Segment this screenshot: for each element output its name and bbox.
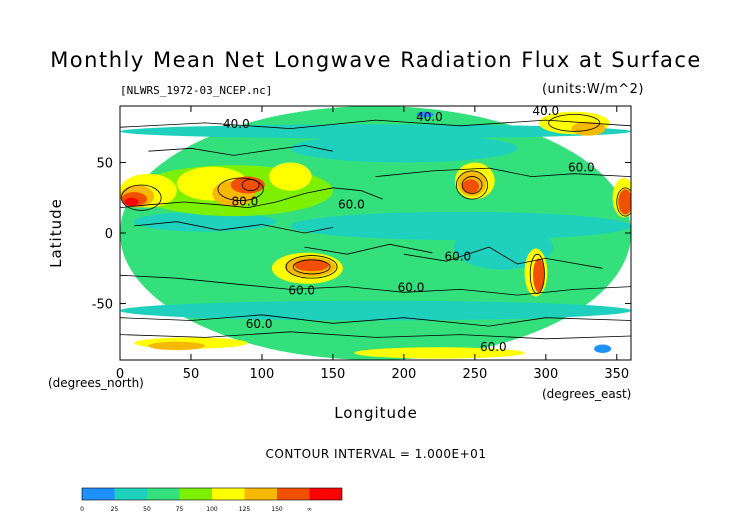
y-tick-label: -50	[92, 298, 113, 313]
y-axis-label: Latitude	[47, 198, 65, 268]
color-region	[594, 344, 612, 353]
contour-line	[120, 314, 631, 327]
x-tick-label: 100	[250, 367, 275, 382]
x-tick-label: 200	[391, 367, 416, 382]
color-region	[120, 300, 631, 321]
contour-interval-note: CONTOUR INTERVAL = 1.000E+01	[265, 447, 487, 461]
x-tick-label: 0	[116, 367, 124, 382]
colorbar-swatch	[277, 488, 310, 500]
contour-line	[120, 274, 631, 296]
contour-line	[134, 221, 333, 234]
contour-value-label: 60.0	[338, 197, 365, 211]
color-region	[618, 189, 631, 215]
color-region	[290, 134, 518, 163]
color-region	[533, 258, 545, 293]
contour-value-label: 60.0	[480, 340, 507, 354]
colorbar-swatch	[114, 488, 147, 500]
contour-line-layer	[120, 114, 631, 340]
color-region	[120, 124, 631, 139]
colorbar-tick-label: 50	[143, 506, 151, 513]
contour-line	[120, 331, 631, 340]
colorbar-frame	[81, 487, 343, 501]
units-label: (units:W/m^2)	[541, 82, 644, 97]
contour-line	[120, 119, 631, 130]
colorbar-swatch	[179, 488, 212, 500]
contour-value-label: 40.0	[223, 117, 250, 131]
colorbar-tick-label: 125	[239, 506, 251, 513]
colorbar-tick-label: 0	[80, 506, 84, 513]
colorbar-tick-label: 75	[176, 506, 184, 513]
contour-ring	[292, 259, 331, 275]
contour-value-label: 80.0	[232, 194, 259, 208]
file-label: [NLWRS_1972-03_NCEP.nc]	[120, 84, 273, 97]
contour-ring	[616, 187, 631, 217]
contour-value-label: 40.0	[416, 110, 443, 124]
colorbar-swatch	[309, 488, 342, 500]
y-tick-label: 50	[96, 156, 113, 171]
x-tick-label: 50	[183, 367, 200, 382]
contour-ring	[121, 184, 162, 211]
contour-value-label: 60.0	[288, 283, 315, 297]
contour-line	[120, 187, 383, 209]
axis-ticks-layer: 0 50 100 150 200 250 300 350 -50 0 50	[92, 106, 631, 382]
contour-line	[304, 243, 433, 255]
x-tick-label: 300	[533, 367, 558, 382]
colorbar-swatch	[244, 488, 277, 500]
y-unit-label: (degrees_north)	[48, 376, 144, 390]
contour-value-label: 60.0	[398, 281, 425, 295]
contour-value-label: 60.0	[444, 249, 471, 263]
contour-line	[375, 167, 631, 178]
contour-line	[148, 145, 333, 156]
contour-ring	[217, 177, 264, 201]
colorbar: 0 25 50 75 100 125 150 ∞	[80, 487, 343, 513]
contour-label-layer: 40.040.0 40.060.080.060.060.0 60.060.060.0…	[223, 104, 595, 354]
color-region	[148, 341, 206, 351]
contour-value-label: 60.0	[246, 317, 273, 331]
color-region	[124, 197, 139, 207]
color-region	[294, 259, 329, 272]
colorbar-swatch	[147, 488, 180, 500]
x-axis-label: Longitude	[334, 404, 418, 422]
chart-title: Monthly Mean Net Longwave Radiation Flux…	[50, 48, 702, 72]
x-unit-label: (degrees_east)	[542, 387, 632, 401]
contour-ring	[285, 255, 338, 279]
contour-ring	[461, 176, 483, 194]
colorbar-tick-label: 100	[206, 506, 218, 513]
color-region	[269, 162, 312, 191]
y-tick-label: 0	[105, 227, 113, 242]
color-region	[571, 121, 606, 136]
color-region	[354, 347, 525, 359]
color-region	[230, 176, 265, 194]
color-region	[462, 179, 480, 194]
contour-ring	[529, 253, 545, 295]
contour-ring	[241, 178, 260, 192]
contour-line	[403, 246, 603, 269]
x-tick-label: 150	[321, 367, 346, 382]
contour-ring	[548, 114, 601, 132]
x-tick-label: 250	[462, 367, 487, 382]
colorbar-swatch	[82, 488, 115, 500]
contour-ring	[456, 170, 489, 200]
colorbar-swatch	[212, 488, 245, 500]
colorbar-tick-label: 150	[271, 506, 283, 513]
colorbar-tick-label: ∞	[307, 506, 312, 513]
x-tick-label: 350	[604, 367, 629, 382]
contour-value-label: 60.0	[568, 161, 595, 175]
color-region	[290, 211, 631, 241]
colorbar-tick-label: 25	[111, 506, 119, 513]
color-fill-layer	[120, 106, 631, 360]
color-region	[416, 111, 434, 118]
color-region	[134, 211, 277, 232]
